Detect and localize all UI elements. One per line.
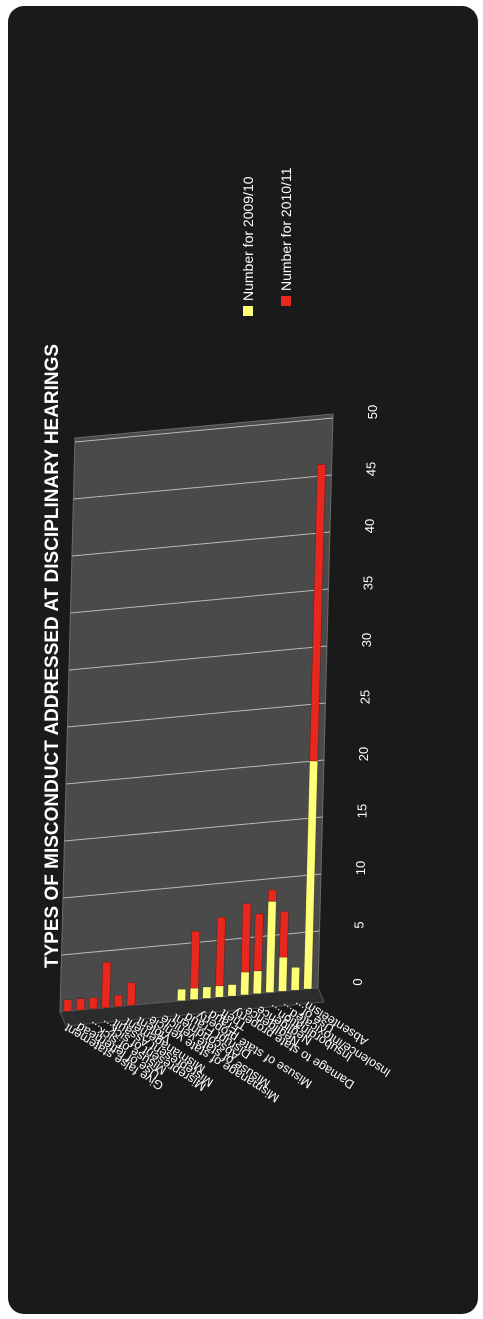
bar-2009-10-18 [290, 967, 300, 991]
bar-2010-11-2 [88, 997, 98, 1010]
legend-label-1: Number for 2010/11 [278, 167, 294, 291]
bar-2009-10-15 [252, 970, 263, 994]
tick-label-20: 20 [356, 747, 371, 761]
bar-2009-10-17 [278, 956, 288, 992]
bar-2010-11-10 [190, 930, 201, 989]
bar-2010-11-14 [240, 903, 252, 973]
chart-card: 0 5 10 15 20 25 30 35 40 45 50 Give false statement… [8, 6, 478, 1314]
tick-label-35: 35 [361, 576, 376, 590]
gridline-40 [71, 531, 331, 557]
bar-2010-11-0 [63, 999, 73, 1012]
bar-2010-11-1 [76, 998, 85, 1011]
bar-2010-11-3 [101, 961, 112, 1009]
bar-2009-10-14 [240, 971, 250, 996]
bar-2009-10-9 [177, 989, 187, 1002]
tick-label-45: 45 [364, 462, 379, 476]
gridline-30 [68, 645, 328, 671]
legend-label-0: Number for 2009/10 [240, 176, 256, 301]
bar-2009-10-11 [202, 986, 212, 999]
gridline-10 [62, 873, 322, 899]
bar-2010-11-19 [309, 464, 326, 762]
chart-title: TYPES OF MISCONDUCT ADDRESSED AT DISCIPL… [42, 344, 63, 968]
tick-label-25: 25 [358, 690, 373, 704]
tick-label-10: 10 [353, 861, 368, 875]
bar-2009-10-10 [189, 987, 199, 1000]
tick-label-5: 5 [352, 921, 367, 928]
bar-2010-11-4 [113, 994, 123, 1007]
gridline-45 [73, 474, 332, 500]
tick-label-15: 15 [355, 804, 370, 818]
gridline-5 [61, 930, 320, 956]
bar-2009-10-13 [227, 984, 237, 997]
bar-2010-11-5 [126, 982, 136, 1006]
bar-2010-11-17 [279, 911, 289, 958]
legend-swatch-0 [243, 306, 253, 316]
chart-back-wall [59, 413, 334, 1013]
gridline-25 [67, 702, 326, 728]
bar-2010-11-16 [267, 889, 277, 902]
tick-label-40: 40 [362, 519, 377, 533]
legend-swatch-1 [281, 296, 291, 306]
gridline-35 [70, 588, 329, 614]
gridline-15 [64, 816, 323, 842]
gridline-50 [74, 417, 334, 443]
gridline-20 [65, 759, 325, 785]
tick-label-0: 0 [350, 978, 365, 985]
tick-label-30: 30 [359, 633, 374, 647]
chart-rotated-frame: 0 5 10 15 20 25 30 35 40 45 50 Give false statement… [8, 6, 478, 1306]
bar-2009-10-12 [214, 985, 224, 998]
bar-2010-11-15 [253, 913, 264, 972]
tick-label-50: 50 [365, 405, 380, 419]
bar-2010-11-12 [215, 917, 226, 987]
